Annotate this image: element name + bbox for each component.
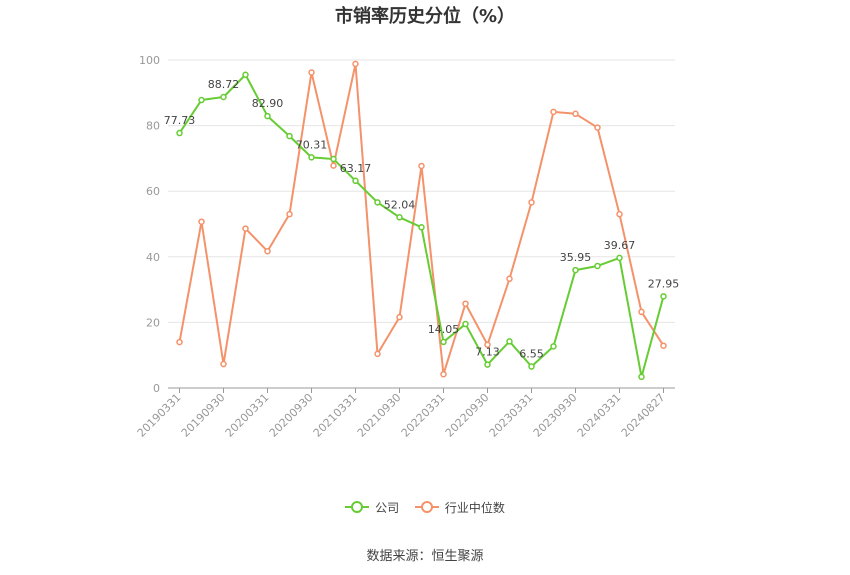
data-point-industry[interactable]	[286, 210, 293, 218]
data-point-industry[interactable]	[308, 69, 315, 76]
source-note: 数据来源：恒生聚源	[366, 549, 484, 564]
data-point-industry[interactable]	[418, 162, 425, 170]
legend-line-industry-icon	[414, 501, 439, 513]
x-tick-label: 20190331	[135, 391, 184, 440]
data-point-company[interactable]	[418, 224, 425, 231]
legend-label-industry: 行业中位数	[444, 500, 505, 515]
data-label: 14.05	[428, 323, 460, 336]
data-point-company[interactable]	[330, 155, 337, 163]
legend-line-company-icon	[345, 501, 370, 513]
x-tick-label: 20210930	[355, 391, 404, 440]
x-tick-label: 20230331	[487, 391, 536, 440]
data-point-company[interactable]	[462, 320, 469, 328]
data-label: 39.67	[604, 239, 636, 252]
data-point-industry[interactable]	[638, 308, 645, 316]
data-point-industry[interactable]	[330, 162, 337, 169]
data-point-company[interactable]	[506, 338, 513, 345]
data-point-company[interactable]	[528, 363, 535, 370]
data-label: 52.04	[384, 198, 416, 211]
x-tick-label: 20200331	[223, 391, 272, 440]
x-tick-label: 20200930	[267, 391, 316, 440]
data-point-company[interactable]	[264, 112, 271, 120]
data-point-company[interactable]	[374, 199, 381, 206]
data-label: 82.90	[252, 97, 284, 110]
chart-title: 市销率历史分位（%）	[334, 6, 516, 27]
data-point-industry[interactable]	[550, 108, 557, 116]
x-tick-label: 20220930	[443, 391, 492, 440]
data-point-company[interactable]	[550, 343, 557, 350]
data-point-company[interactable]	[286, 132, 293, 140]
x-tick-label: 20230930	[531, 391, 580, 440]
x-axis: 2019033120190930202003312020093020210331…	[135, 387, 675, 440]
data-label: 35.95	[560, 251, 592, 264]
data-point-company[interactable]	[176, 129, 183, 137]
data-point-industry[interactable]	[616, 210, 623, 218]
x-tick-label: 20220331	[399, 391, 448, 440]
data-point-company[interactable]	[198, 96, 205, 104]
legend: 公司 行业中位数	[0, 497, 850, 516]
data-label: 7.13	[475, 346, 500, 359]
data-point-company[interactable]	[572, 266, 579, 274]
y-tick-label: 80	[146, 120, 160, 133]
data-label: 70.31	[296, 138, 328, 151]
y-tick-label: 0	[153, 382, 160, 395]
y-tick-label: 40	[146, 251, 160, 264]
data-label: 88.72	[208, 78, 240, 91]
data-point-company[interactable]	[308, 154, 315, 161]
data-point-industry[interactable]	[352, 60, 359, 68]
data-point-industry[interactable]	[374, 350, 381, 358]
data-point-industry[interactable]	[572, 110, 579, 118]
data-point-industry[interactable]	[528, 199, 535, 206]
data-point-company[interactable]	[616, 254, 623, 262]
y-tick-label: 60	[146, 185, 160, 198]
data-point-industry[interactable]	[264, 247, 271, 255]
data-point-company[interactable]	[484, 361, 491, 368]
x-tick-label: 20210331	[311, 391, 360, 440]
grid-lines	[168, 59, 675, 323]
data-point-company[interactable]	[440, 338, 447, 346]
data-point-industry[interactable]	[506, 275, 513, 283]
data-point-company[interactable]	[242, 71, 249, 79]
data-point-company[interactable]	[352, 177, 359, 185]
data-point-industry[interactable]	[396, 313, 403, 321]
data-label: 27.95	[648, 277, 680, 290]
data-point-company[interactable]	[220, 93, 227, 101]
data-point-industry[interactable]	[242, 225, 249, 232]
data-point-industry[interactable]	[220, 360, 227, 368]
legend-item-industry[interactable]: 行业中位数	[414, 499, 505, 516]
data-label: 6.55	[519, 348, 544, 361]
y-axis-ticks: 0 20 40 60 80 100	[139, 54, 160, 395]
x-tick-label: 20240827	[619, 391, 668, 440]
data-point-company[interactable]	[396, 214, 403, 221]
data-point-industry[interactable]	[660, 342, 667, 349]
series-group	[176, 60, 667, 381]
data-point-industry[interactable]	[484, 341, 491, 348]
data-label: 63.17	[340, 162, 372, 175]
data-point-industry[interactable]	[440, 370, 447, 378]
data-label: 77.73	[164, 114, 196, 127]
y-tick-label: 100	[139, 54, 160, 67]
data-point-industry[interactable]	[176, 338, 183, 346]
data-point-company[interactable]	[594, 262, 601, 270]
legend-item-company[interactable]: 公司	[345, 499, 399, 516]
x-tick-label: 20240331	[575, 391, 624, 440]
legend-label-company: 公司	[375, 500, 400, 515]
data-labels: 77.73 88.72 82.90 70.31 63.17 52.04 14.05 7.13 6…	[164, 78, 680, 361]
series-line-industry	[178, 62, 665, 376]
data-point-company[interactable]	[660, 293, 667, 300]
data-point-company[interactable]	[638, 373, 645, 381]
data-point-industry[interactable]	[594, 124, 601, 131]
x-tick-label: 20190930	[179, 391, 228, 440]
y-tick-label: 20	[146, 316, 160, 329]
data-point-industry[interactable]	[198, 218, 205, 225]
data-point-industry[interactable]	[462, 300, 469, 307]
